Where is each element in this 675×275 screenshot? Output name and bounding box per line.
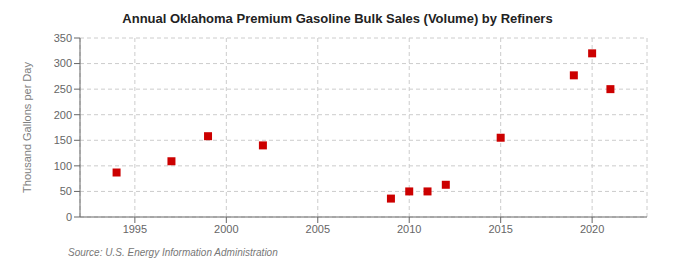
svg-text:Thousand Gallons per Day: Thousand Gallons per Day <box>21 62 33 193</box>
html-text:Annual Oklahoma Premium Gasoli: Annual Oklahoma Premium Gasoline Bulk Sa… <box>122 11 553 26</box>
svg-text:100: 100 <box>54 160 72 172</box>
svg-text:2000: 2000 <box>214 223 238 235</box>
svg-text:50: 50 <box>60 185 72 197</box>
html-text:Source: U.S. Energy Informatio: Source: U.S. Energy Information Administ… <box>68 247 278 258</box>
svg-text:250: 250 <box>54 83 72 95</box>
svg-text:300: 300 <box>54 57 72 69</box>
svg-text:2010: 2010 <box>397 223 421 235</box>
svg-text:0: 0 <box>66 211 72 223</box>
svg-text:2015: 2015 <box>488 223 512 235</box>
svg-text:200: 200 <box>54 109 72 121</box>
svg-text:350: 350 <box>54 32 72 44</box>
svg-text:2020: 2020 <box>580 223 604 235</box>
svg-text:1995: 1995 <box>123 223 147 235</box>
svg-text:2005: 2005 <box>306 223 330 235</box>
svg-text:150: 150 <box>54 134 72 146</box>
